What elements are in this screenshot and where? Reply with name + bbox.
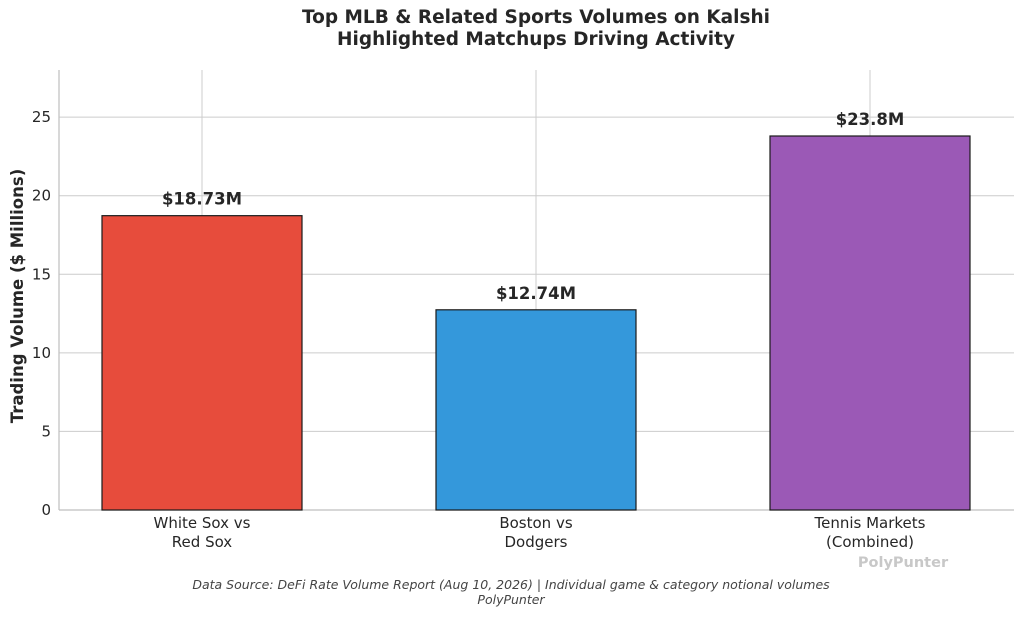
y-tick-label: 25 (32, 108, 51, 126)
bar (435, 309, 637, 511)
chart-title-line-1: Top MLB & Related Sports Volumes on Kals… (301, 7, 771, 28)
chart-title: Top MLB & Related Sports Volumes on Kals… (0, 7, 1024, 51)
x-tick-label: Dodgers (505, 533, 568, 551)
x-tick-label: Red Sox (172, 533, 233, 551)
x-tick-label: (Combined) (826, 533, 914, 551)
bar (769, 135, 971, 511)
x-tick-label: White Sox vs (154, 514, 251, 532)
y-tick-label: 20 (32, 187, 51, 205)
bars (101, 135, 971, 511)
y-axis-label: Trading Volume ($ Millions) (8, 169, 27, 423)
y-tick-label: 10 (32, 344, 51, 362)
x-tick-label: Tennis Markets (814, 514, 926, 532)
y-tick-label: 15 (32, 265, 51, 283)
chart-title-line-2: Highlighted Matchups Driving Activity (337, 29, 735, 50)
data-label: $23.8M (836, 110, 905, 129)
source-credit: PolyPunter (477, 592, 545, 607)
y-tick-label: 5 (41, 422, 51, 440)
x-tick-label: Boston vs (499, 514, 572, 532)
source-note: Data Source: DeFi Rate Volume Report (Au… (192, 577, 830, 592)
watermark: PolyPunter (858, 555, 949, 571)
y-tick-label: 0 (41, 501, 51, 519)
data-label: $12.74M (496, 284, 576, 303)
data-label: $18.73M (162, 190, 242, 209)
bar (101, 215, 303, 511)
